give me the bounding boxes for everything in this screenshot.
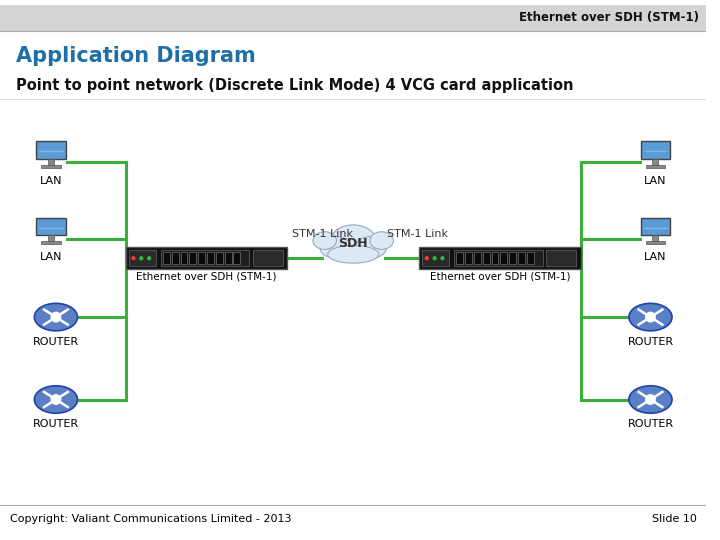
Circle shape — [425, 256, 429, 260]
Text: Slide 10: Slide 10 — [652, 514, 696, 524]
FancyBboxPatch shape — [500, 252, 507, 264]
Ellipse shape — [320, 237, 351, 258]
Text: LAN: LAN — [644, 176, 667, 186]
Circle shape — [433, 256, 437, 260]
FancyBboxPatch shape — [225, 252, 232, 264]
FancyBboxPatch shape — [161, 251, 249, 266]
FancyBboxPatch shape — [527, 252, 534, 264]
Text: LAN: LAN — [40, 252, 62, 262]
FancyBboxPatch shape — [646, 165, 665, 167]
Text: STM-1 Link: STM-1 Link — [387, 229, 448, 239]
FancyBboxPatch shape — [509, 252, 516, 264]
Text: LAN: LAN — [40, 176, 62, 186]
FancyBboxPatch shape — [198, 252, 205, 264]
FancyBboxPatch shape — [454, 251, 543, 266]
Ellipse shape — [330, 225, 376, 256]
Text: Ethernet over SDH (STM-1): Ethernet over SDH (STM-1) — [430, 272, 570, 282]
FancyBboxPatch shape — [474, 252, 481, 264]
FancyBboxPatch shape — [422, 251, 449, 266]
FancyBboxPatch shape — [129, 251, 156, 266]
FancyBboxPatch shape — [189, 252, 197, 264]
Text: STM-1 Link: STM-1 Link — [292, 229, 354, 239]
Text: Application Diagram: Application Diagram — [16, 46, 256, 66]
FancyBboxPatch shape — [641, 141, 670, 159]
FancyBboxPatch shape — [163, 252, 170, 264]
FancyBboxPatch shape — [482, 252, 490, 264]
FancyBboxPatch shape — [465, 252, 472, 264]
FancyBboxPatch shape — [0, 5, 706, 31]
Ellipse shape — [328, 246, 379, 263]
Circle shape — [646, 395, 655, 404]
Ellipse shape — [35, 386, 78, 413]
FancyBboxPatch shape — [641, 218, 670, 235]
FancyBboxPatch shape — [652, 159, 658, 166]
FancyBboxPatch shape — [546, 251, 576, 266]
Circle shape — [147, 256, 151, 260]
FancyBboxPatch shape — [233, 252, 240, 264]
FancyBboxPatch shape — [181, 252, 187, 264]
Circle shape — [646, 312, 655, 322]
FancyBboxPatch shape — [492, 252, 498, 264]
Circle shape — [139, 256, 143, 260]
Text: LAN: LAN — [644, 252, 667, 262]
FancyBboxPatch shape — [207, 252, 214, 264]
Circle shape — [131, 256, 135, 260]
Text: ROUTER: ROUTER — [33, 419, 79, 429]
Ellipse shape — [355, 237, 387, 258]
FancyBboxPatch shape — [456, 252, 463, 264]
Circle shape — [441, 256, 445, 260]
Text: Ethernet over SDH (STM-1): Ethernet over SDH (STM-1) — [136, 272, 276, 282]
FancyBboxPatch shape — [646, 241, 665, 244]
FancyBboxPatch shape — [48, 159, 54, 166]
Ellipse shape — [370, 232, 393, 249]
FancyBboxPatch shape — [253, 251, 282, 266]
FancyBboxPatch shape — [48, 235, 54, 242]
FancyBboxPatch shape — [171, 252, 179, 264]
FancyBboxPatch shape — [36, 218, 66, 235]
Text: ROUTER: ROUTER — [33, 337, 79, 347]
FancyBboxPatch shape — [652, 235, 658, 242]
Text: Ethernet over SDH (STM-1): Ethernet over SDH (STM-1) — [518, 11, 698, 24]
Ellipse shape — [313, 232, 336, 249]
Ellipse shape — [629, 303, 672, 331]
FancyBboxPatch shape — [216, 252, 222, 264]
FancyBboxPatch shape — [41, 241, 60, 244]
Ellipse shape — [35, 303, 78, 331]
Text: ROUTER: ROUTER — [627, 419, 673, 429]
FancyBboxPatch shape — [518, 252, 525, 264]
Text: ROUTER: ROUTER — [627, 337, 673, 347]
Text: Point to point network (Discrete Link Mode) 4 VCG card application: Point to point network (Discrete Link Mo… — [16, 78, 573, 93]
Text: Copyright: Valiant Communications Limited - 2013: Copyright: Valiant Communications Limite… — [10, 514, 292, 524]
Ellipse shape — [629, 386, 672, 413]
FancyBboxPatch shape — [419, 247, 581, 269]
FancyBboxPatch shape — [125, 247, 287, 269]
FancyBboxPatch shape — [41, 165, 60, 167]
Circle shape — [51, 312, 60, 322]
FancyBboxPatch shape — [36, 141, 66, 159]
Text: SDH: SDH — [338, 237, 368, 250]
Circle shape — [51, 395, 60, 404]
